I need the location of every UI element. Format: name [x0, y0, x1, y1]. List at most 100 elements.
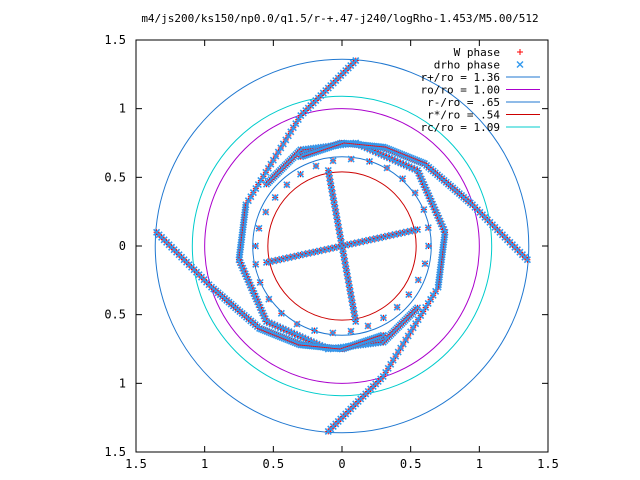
drho-phase-stroke: [391, 156, 399, 165]
drho-phase-stroke: [249, 287, 257, 295]
drho-phase-stroke: [257, 306, 266, 314]
drho-phase-stroke: [277, 309, 285, 317]
x-tick-label: 1: [476, 457, 483, 471]
drho-phase-stroke: [310, 327, 319, 335]
chart-title: m4/js200/ks150/np0.0/q1.5/r-+.47-j240/lo…: [141, 12, 538, 25]
drho-phase-point: [283, 181, 291, 189]
x-tick-label: 0.5: [400, 457, 422, 471]
x-tick-label: 1: [201, 457, 208, 471]
drho-phase-stroke: [260, 312, 268, 320]
drho-phase-stroke: [431, 206, 439, 214]
drho-phase-stroke: [297, 153, 305, 161]
drho-phase-point: [379, 331, 387, 339]
drho-phase-point: [329, 329, 337, 337]
drho-phase-stroke: [397, 159, 405, 167]
y-tick-label: 1.5: [104, 33, 126, 47]
drho-phase-stroke: [413, 304, 422, 312]
drho-phase-stroke: [279, 325, 287, 333]
drho-phase-stroke: [430, 203, 438, 211]
legend-marker-stroke: [516, 61, 524, 68]
axis-ticks: 1.5 1 0.5 0 0.5 1 1.51.510.500.511.5: [104, 33, 559, 471]
drho-phase-stroke: [268, 320, 276, 328]
drho-phase-stroke: [247, 284, 256, 292]
drho-phase-stroke: [288, 329, 296, 337]
drho-phase-stroke: [262, 180, 271, 188]
drho-phase-stroke: [408, 164, 416, 172]
drho-phase-stroke: [383, 164, 391, 172]
drho-phase-point: [347, 155, 355, 163]
drho-phase-point: [365, 157, 374, 165]
drho-phase-point: [256, 278, 264, 287]
reference-circle: [204, 108, 480, 384]
x-tick-label: 0: [338, 457, 345, 471]
drho-phase-point: [296, 170, 305, 178]
drho-phase-stroke: [383, 153, 391, 161]
drho-phase-stroke: [274, 322, 282, 331]
drho-phase-stroke: [365, 157, 374, 165]
drho-phase-stroke: [380, 151, 388, 160]
drho-phase-stroke: [255, 301, 263, 309]
drho-phase-stroke: [299, 334, 307, 342]
x-tick-label: 0.5: [262, 457, 284, 471]
drho-phase-stroke: [428, 200, 437, 208]
drho-phase-point: [347, 327, 355, 335]
drho-phase-stroke: [405, 163, 413, 171]
drho-phase-stroke: [347, 155, 355, 163]
drho-phase-stroke: [420, 180, 428, 189]
drho-phase-stroke: [271, 193, 279, 202]
drho-phase-stroke: [424, 224, 432, 232]
drho-phase-stroke: [251, 292, 259, 300]
drho-phase-stroke: [417, 175, 425, 183]
drho-phase-stroke: [255, 224, 263, 232]
drho-phase-stroke: [405, 290, 413, 299]
drho-phase-point: [379, 314, 388, 322]
y-tick-label: 0: [119, 239, 126, 253]
drho-phase-stroke: [236, 258, 244, 267]
drho-phase-point: [252, 260, 260, 268]
drho-phase-stroke: [414, 276, 422, 284]
drho-phase-stroke: [285, 327, 293, 336]
drho-phase-stroke: [283, 181, 291, 189]
drho-phase-point: [421, 260, 429, 268]
drho-phase-stroke: [240, 267, 248, 275]
drho-phase-point: [399, 175, 407, 183]
y-tick-label: 0.5: [104, 308, 126, 322]
legend-label: r-/ro = .65: [427, 96, 500, 109]
drho-phase-point: [364, 322, 372, 330]
drho-phase-stroke: [244, 275, 252, 283]
drho-phase-stroke: [421, 260, 429, 268]
drho-phase-stroke: [242, 273, 251, 281]
y-tick-label: 1.5: [104, 445, 126, 459]
drho-phase-stroke: [364, 322, 372, 330]
drho-phase-stroke: [437, 220, 445, 228]
legend-label: rc/ro = 1.09: [421, 121, 500, 134]
drho-phase-stroke: [441, 228, 449, 236]
drho-phase-point: [413, 304, 422, 312]
drho-phase-stroke: [394, 158, 402, 166]
drho-phase-stroke: [432, 209, 440, 217]
drho-phase-stroke: [262, 208, 270, 216]
drho-phase-stroke: [425, 192, 433, 200]
drho-phase-stroke: [252, 295, 261, 303]
drho-phase-stroke: [402, 161, 410, 170]
legend-label: W phase: [454, 46, 500, 59]
drho-phase-stroke: [427, 197, 435, 205]
drho-phase-stroke: [393, 303, 401, 311]
x-tick-label: 1.5: [125, 457, 147, 471]
y-tick-label: 1: [119, 102, 126, 116]
drho-phase-stroke: [293, 320, 301, 328]
drho-phase-point: [413, 225, 422, 234]
drho-phase-stroke: [256, 303, 264, 312]
x-tick-label: 1.5: [537, 457, 559, 471]
drho-phase-stroke: [312, 162, 320, 170]
drho-phase-point: [277, 309, 285, 317]
drho-phase-stroke: [435, 214, 443, 222]
reference-circle: [154, 58, 530, 434]
drho-phase-stroke: [259, 309, 267, 317]
drho-phase-stroke: [420, 205, 428, 214]
drho-phase-stroke: [352, 317, 360, 326]
drho-phase-point: [329, 157, 337, 165]
drho-phase-stroke: [413, 166, 422, 175]
